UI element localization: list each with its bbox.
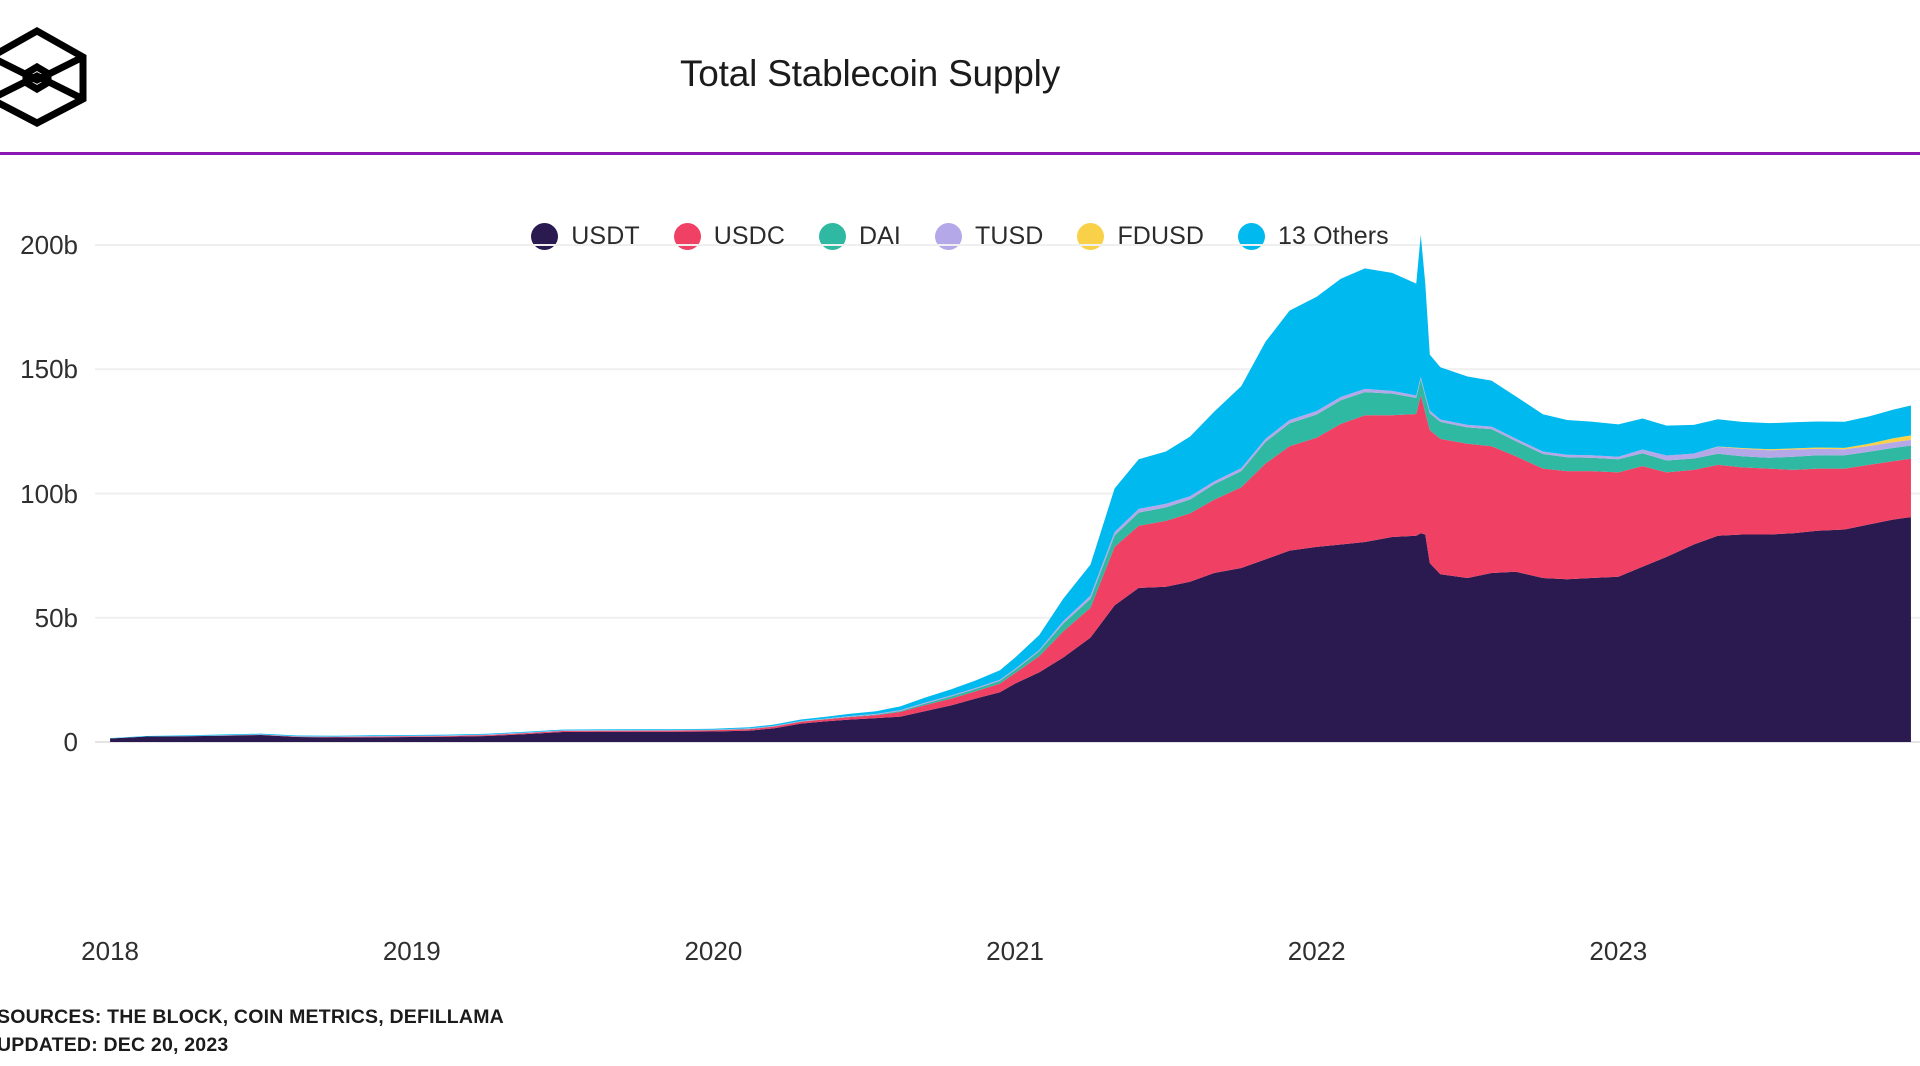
y-axis-tick-label: 200b <box>20 230 78 260</box>
footer-sources: SOURCES: THE BLOCK, COIN METRICS, DEFILL… <box>0 1006 504 1028</box>
page-title-text: Total Stablecoin Supply <box>679 53 1061 94</box>
chart-header: Total Stablecoin Supply <box>0 0 1920 155</box>
y-axis-tick-label: 0 <box>63 727 78 757</box>
y-axis-tick-label: 150b <box>20 354 78 385</box>
x-axis-tick-label: 2020 <box>684 936 743 966</box>
the-block-cube-logo-icon <box>0 24 92 128</box>
x-axis-tick-label: 2018 <box>81 936 139 966</box>
area-series-usdc <box>110 395 1911 739</box>
footer-updated: UPDATED: DEC 20, 2023 <box>0 1034 229 1056</box>
x-axis-tick-label: 2022 <box>1287 936 1346 966</box>
y-axis-tick-label: 50b <box>34 602 78 633</box>
x-axis-tick-label: 2021 <box>986 936 1044 966</box>
area-series-usdt <box>110 517 1911 742</box>
x-axis-tick-label: 2023 <box>1589 936 1648 966</box>
chart-footer: SOURCES: THE BLOCK, COIN METRICS, DEFILL… <box>0 1003 997 1059</box>
y-axis-tick-label: 100b <box>20 478 78 509</box>
header-accent-rule <box>0 152 1920 155</box>
x-axis-tick-label: 2019 <box>382 936 441 966</box>
page-title: Total Stablecoin Supply <box>0 52 1920 96</box>
